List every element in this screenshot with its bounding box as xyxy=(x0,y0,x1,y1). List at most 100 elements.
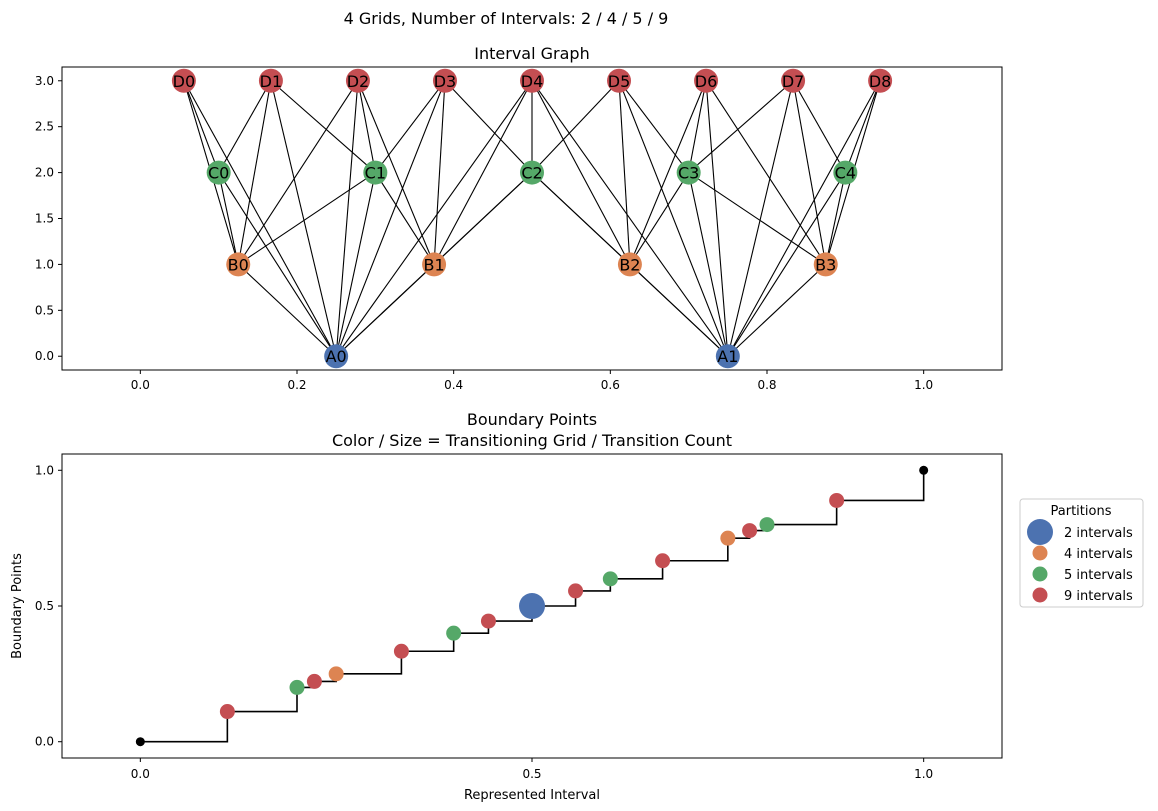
interval-graph-y-ticks: 0.0 0.5 1.0 1.5 2.0 2.5 3.0 xyxy=(35,74,62,363)
node-d7 xyxy=(781,68,806,93)
y-tick-label: 2.5 xyxy=(35,120,54,134)
node-b0 xyxy=(226,252,251,277)
edge-A1-C4 xyxy=(727,172,846,357)
interval-graph-x-ticks: 0.0 0.2 0.4 0.6 0.8 1.0 xyxy=(131,370,933,392)
endpoint-marker xyxy=(919,465,929,475)
boundary-points-x-ticks: 0.0 0.5 1.0 xyxy=(131,758,933,781)
edge-B2-C3 xyxy=(629,172,690,265)
y-tick-label: 3.0 xyxy=(35,74,54,88)
node-d5 xyxy=(607,68,632,93)
legend-swatch xyxy=(1027,519,1053,545)
edge-B1-D2 xyxy=(357,80,435,265)
node-label-c2: C2 xyxy=(521,164,542,183)
edge-A1-D7 xyxy=(727,80,794,357)
node-label-c0: C0 xyxy=(208,164,229,183)
boundary-points-panel: Boundary Points Color / Size = Transitio… xyxy=(10,410,1144,803)
node-label-d2: D2 xyxy=(347,72,370,91)
edge-A0-D4 xyxy=(335,80,533,357)
legend-swatch xyxy=(1032,587,1048,603)
boundary-points-y-ticks: 0.0 0.5 1.0 xyxy=(35,463,62,749)
node-label-c4: C4 xyxy=(835,164,856,183)
edge-C1-D3 xyxy=(374,80,446,173)
edge-B0-C1 xyxy=(237,172,376,265)
edge-A1-D5 xyxy=(618,80,729,357)
node-label-c1: C1 xyxy=(365,164,386,183)
legend-label: 4 intervals xyxy=(1064,547,1133,562)
boundary-points-subtitle: Color / Size = Transitioning Grid / Tran… xyxy=(332,431,732,450)
edge-B1-C2 xyxy=(433,172,533,265)
x-tick-label: 0.6 xyxy=(601,378,620,392)
edge-A1-D4 xyxy=(531,80,729,357)
edge-A1-C3 xyxy=(688,172,729,357)
node-d0 xyxy=(171,68,196,93)
legend-label: 5 intervals xyxy=(1064,568,1133,583)
node-d3 xyxy=(432,68,457,93)
boundary-marker xyxy=(720,530,736,546)
figure-title: 4 Grids, Number of Intervals: 2 / 4 / 5 … xyxy=(344,9,669,28)
edge-A0-D3 xyxy=(335,80,446,357)
legend-title: Partitions xyxy=(1051,504,1112,519)
node-label-b2: B2 xyxy=(619,255,640,274)
legend: Partitions 2 intervals 4 intervals 5 inter… xyxy=(1019,498,1144,608)
node-label-a0: A0 xyxy=(326,347,347,366)
edge-C3-D5 xyxy=(618,80,690,173)
node-d1 xyxy=(258,68,283,93)
node-c0 xyxy=(206,160,231,185)
node-a0 xyxy=(324,344,349,369)
boundary-points-title: Boundary Points xyxy=(467,410,597,429)
graph-edges xyxy=(183,80,881,357)
edge-A1-D6 xyxy=(705,80,729,357)
legend-swatch xyxy=(1032,545,1048,561)
endpoint-marker xyxy=(135,737,145,747)
x-tick-label: 0.4 xyxy=(444,378,463,392)
edge-A0-D1 xyxy=(270,80,337,357)
x-tick-label: 1.0 xyxy=(914,767,933,781)
y-tick-label: 1.0 xyxy=(35,463,54,477)
node-label-d7: D7 xyxy=(782,72,805,91)
node-label-d6: D6 xyxy=(695,72,718,91)
y-tick-label: 0.0 xyxy=(35,349,54,363)
legend-entries: 2 intervals 4 intervals 5 intervals 9 inter… xyxy=(1027,519,1133,604)
node-c1 xyxy=(363,160,388,185)
node-label-c3: C3 xyxy=(678,164,699,183)
edge-B2-D4 xyxy=(531,80,631,265)
edge-B1-C1 xyxy=(374,172,435,265)
boundary-marker xyxy=(742,523,758,539)
boundary-marker xyxy=(289,679,305,695)
y-tick-label: 0.5 xyxy=(35,303,54,317)
edge-A0-C1 xyxy=(335,172,376,357)
legend-swatch xyxy=(1032,566,1048,582)
x-tick-label: 0.0 xyxy=(131,767,150,781)
legend-label: 2 intervals xyxy=(1064,526,1133,541)
x-tick-label: 0.2 xyxy=(287,378,306,392)
edge-B3-C3 xyxy=(688,172,827,265)
node-d8 xyxy=(868,68,893,93)
x-tick-label: 1.0 xyxy=(914,378,933,392)
edge-A0-D0 xyxy=(183,80,337,357)
y-tick-label: 1.5 xyxy=(35,212,54,226)
edge-C2-D3 xyxy=(444,80,533,173)
edge-B2-D6 xyxy=(629,80,707,265)
edge-B1-D4 xyxy=(433,80,533,265)
edge-B3-D6 xyxy=(705,80,827,265)
interval-graph-title: Interval Graph xyxy=(474,44,589,63)
boundary-marker xyxy=(328,666,344,682)
edge-B3-C4 xyxy=(825,172,846,265)
edge-B0-D1 xyxy=(237,80,272,265)
edge-B1-D3 xyxy=(433,80,446,265)
edge-C0-D1 xyxy=(218,80,272,173)
edge-A1-D8 xyxy=(727,80,881,357)
y-tick-label: 2.0 xyxy=(35,166,54,180)
boundary-marker xyxy=(829,492,845,508)
node-c2 xyxy=(520,160,544,185)
edge-C4-D7 xyxy=(792,80,846,173)
node-label-d3: D3 xyxy=(434,72,457,91)
x-tick-label: 0.0 xyxy=(131,378,150,392)
node-d2 xyxy=(345,68,370,93)
boundary-marker xyxy=(306,673,322,689)
boundary-marker xyxy=(480,613,496,629)
x-tick-label: 0.8 xyxy=(757,378,776,392)
interval-graph-panel: Interval Graph A0 A1 B0 B1 B2 B3 C0 C1 C2 C3 C4 D0 D… xyxy=(35,44,1003,392)
edge-C1-D2 xyxy=(357,80,376,173)
